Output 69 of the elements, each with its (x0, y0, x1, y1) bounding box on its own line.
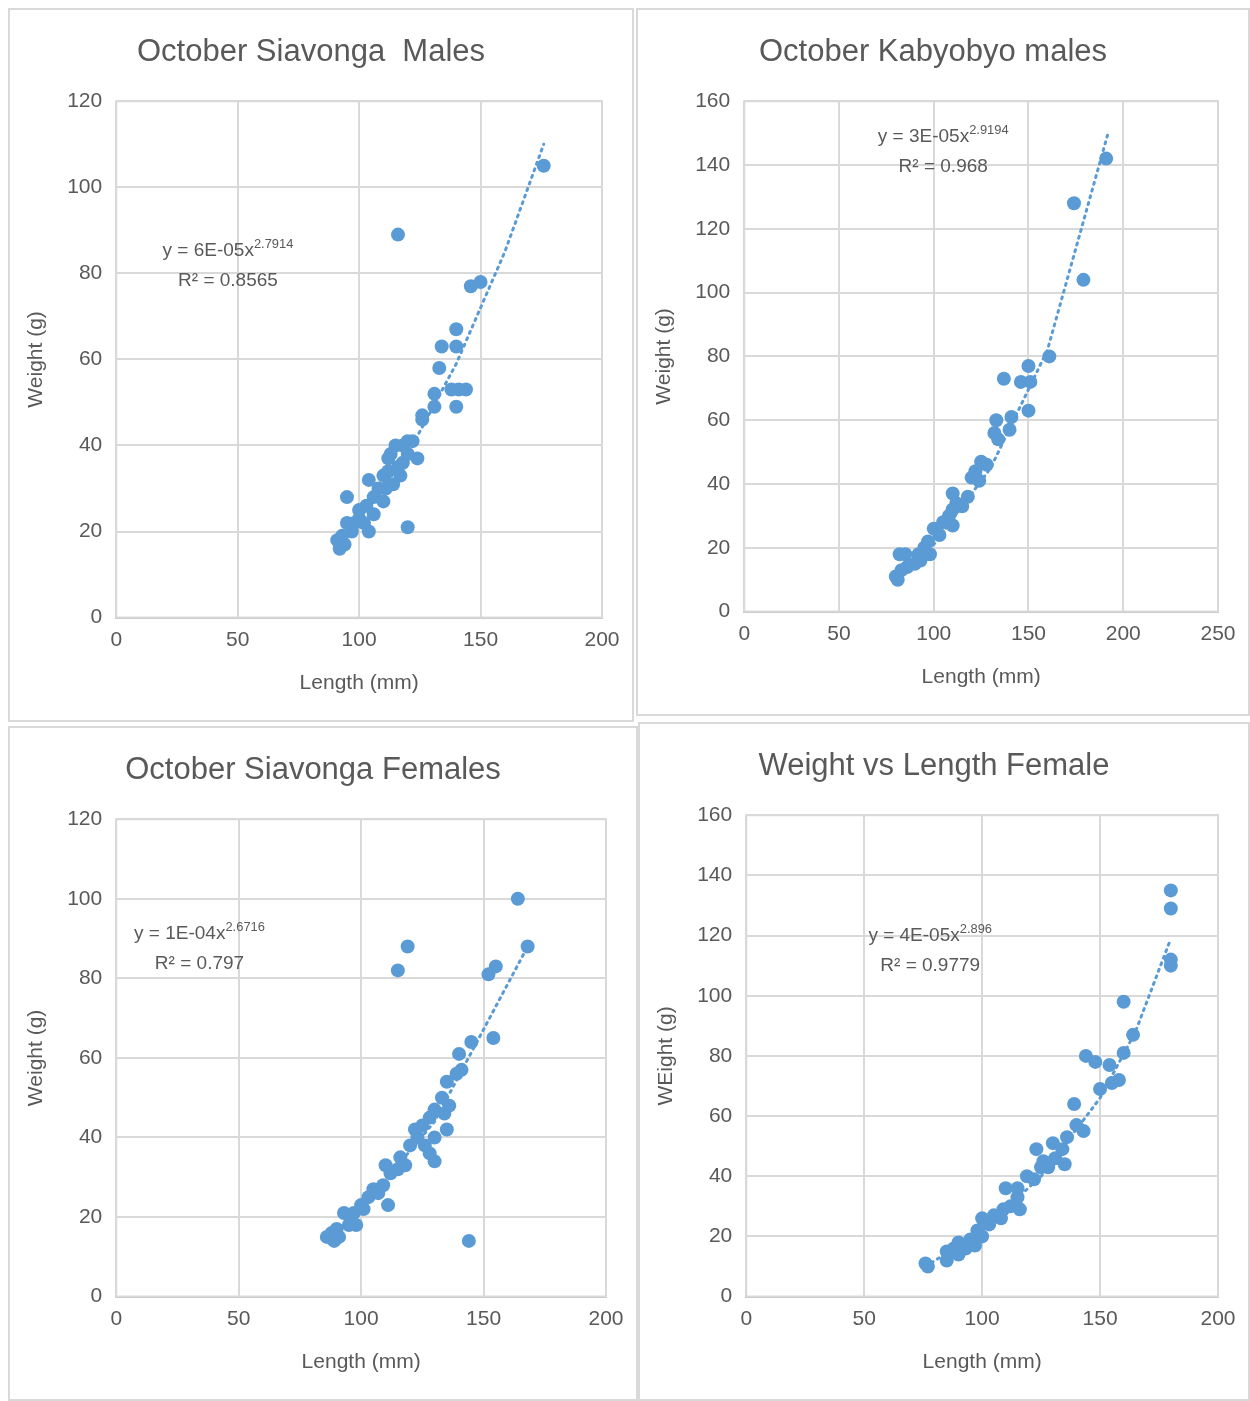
y-tick-label: 60 (706, 407, 731, 430)
y-tick-label: 40 (708, 1163, 733, 1187)
x-tick-label: 100 (964, 1306, 1000, 1329)
y-tick-label: 140 (697, 862, 733, 886)
y-tick-label: 120 (67, 806, 103, 829)
y-tick-label: 100 (67, 174, 103, 198)
y-tick-label: 20 (78, 1203, 103, 1227)
y-tick-label: 120 (695, 215, 731, 239)
y-tick-label: 40 (78, 432, 103, 456)
annotation: R² = 0.968 (898, 154, 988, 176)
y-tick-label: 20 (706, 534, 731, 558)
x-axis-title: Length (mm) (921, 664, 1041, 688)
x-tick-label: 100 (343, 1306, 379, 1329)
x-tick-label: 0 (110, 627, 123, 650)
x-tick-label: 0 (738, 621, 751, 644)
y-tick-label: 0 (90, 604, 103, 628)
chart-title: October Siavonga Females (125, 751, 501, 787)
y-tick-label: 40 (706, 470, 731, 494)
y-tick-label: 120 (697, 922, 733, 946)
y-tick-label: 80 (78, 260, 103, 284)
y-tick-label: 80 (78, 965, 103, 989)
x-tick-label: 50 (827, 621, 851, 644)
annotation: R² = 0.9779 (880, 953, 981, 975)
y-tick-label: 20 (708, 1223, 733, 1247)
x-tick-label: 50 (226, 627, 250, 650)
chart-title: October Siavonga Males (136, 33, 486, 69)
y-tick-label: 80 (708, 1042, 733, 1066)
x-axis-title: Length (mm) (922, 1349, 1042, 1373)
y-tick-label: 100 (67, 885, 103, 909)
y-tick-label: 60 (78, 346, 103, 370)
x-tick-label: 150 (1082, 1306, 1118, 1329)
y-tick-label: 160 (697, 802, 733, 825)
y-tick-label: 100 (695, 279, 731, 303)
x-tick-label: 150 (466, 1306, 502, 1329)
x-tick-label: 200 (584, 627, 620, 650)
y-tick-label: 0 (90, 1283, 103, 1307)
y-tick-label: 60 (78, 1044, 103, 1068)
x-tick-label: 100 (916, 621, 952, 644)
y-tick-label: 80 (706, 343, 731, 367)
x-tick-label: 200 (588, 1306, 624, 1329)
x-tick-label: 100 (341, 627, 377, 650)
y-tick-label: 60 (708, 1102, 733, 1126)
x-tick-label: 250 (1200, 621, 1236, 644)
y-tick-label: 0 (720, 1283, 733, 1307)
x-tick-label: 150 (1010, 621, 1047, 644)
y-axis-title: WEight (g) (653, 1006, 677, 1106)
x-axis-title: Length (mm) (299, 670, 419, 694)
x-tick-label: 200 (1200, 1306, 1236, 1329)
chart-title: October Kabyobyo males (758, 33, 1108, 69)
x-tick-label: 200 (1105, 621, 1141, 644)
y-tick-label: 40 (78, 1124, 103, 1148)
y-axis-title: Weight (g) (651, 308, 675, 405)
x-tick-label: 150 (463, 627, 499, 650)
x-tick-label: 0 (740, 1306, 753, 1329)
y-tick-label: 20 (78, 518, 103, 542)
y-tick-label: 100 (697, 982, 733, 1006)
chart-title: Weight vs Length Female (758, 747, 1110, 783)
y-tick-label: 120 (67, 88, 103, 111)
x-axis-title: Length (mm) (301, 1349, 421, 1373)
annotation: R² = 0.797 (154, 952, 245, 973)
x-tick-label: 0 (110, 1306, 123, 1329)
annotation: R² = 0.8565 (178, 268, 278, 290)
y-axis-title: Weight (g) (23, 311, 47, 408)
x-tick-label: 50 (852, 1306, 876, 1329)
y-tick-label: 0 (718, 598, 731, 622)
y-tick-label: 160 (695, 88, 731, 111)
x-tick-label: 50 (227, 1306, 251, 1329)
y-axis-title: Weight (g) (23, 1009, 47, 1107)
y-tick-label: 140 (695, 151, 731, 175)
